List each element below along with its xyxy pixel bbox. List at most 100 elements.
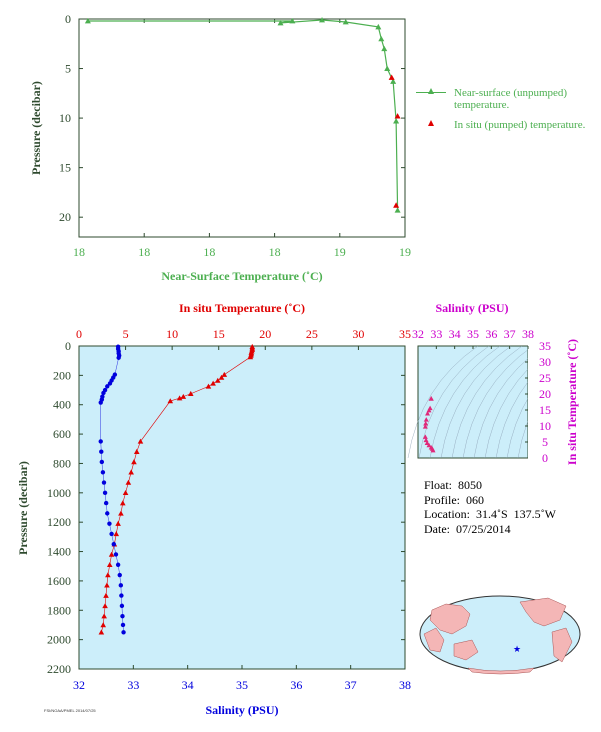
top-chart-legend: Near-surface (unpumped) temperature. In … [416, 87, 601, 139]
ts-salinity-tick-label: 33 [430, 327, 442, 341]
ts-salinity-ticks: 32 33 34 35 36 37 38 [412, 327, 534, 349]
temperature-point [167, 398, 174, 404]
profile-chart-frame [78, 345, 406, 670]
top-chart-series [84, 16, 401, 213]
map-land-australia [453, 639, 479, 661]
salinity-tick-label: 36 [290, 678, 302, 692]
salinity-point [102, 490, 108, 496]
temperature-point [102, 603, 108, 609]
ts-salinity-tick-label: 36 [485, 327, 497, 341]
temperature-tick-label: 35 [399, 327, 411, 341]
ts-temperature-tick-label: 30 [539, 355, 551, 369]
temperature-point [106, 561, 113, 567]
map-land-north-america [519, 597, 567, 627]
near-surface-point [277, 19, 284, 26]
temperature-point [113, 531, 120, 537]
isopycnal-line [451, 345, 523, 459]
ts-salinity-tick-label: 37 [504, 327, 516, 341]
ts-temperature-tick-label: 25 [539, 371, 551, 385]
salinity-point [98, 400, 103, 405]
top-x-tick-label: 18 [203, 245, 215, 259]
salinity-point [109, 531, 114, 537]
top-x-tick-label: 18 [138, 245, 150, 259]
ts-salinity-tick-label: 32 [412, 327, 424, 341]
near-surface-point [375, 23, 382, 30]
near-surface-point [289, 17, 296, 24]
ts-salinity-tick-label: 38 [522, 327, 534, 341]
temperature-point [125, 479, 132, 485]
temperature-point [105, 572, 111, 578]
top-chart-frame [78, 18, 406, 238]
ts-point [425, 411, 431, 416]
ts-points [422, 395, 436, 453]
salinity-point [99, 449, 104, 454]
pressure-tick-label: 1800 [47, 603, 71, 617]
temperature-tick-label: 25 [306, 327, 318, 341]
legend-in-situ-label: In situ (pumped) temperature. [454, 119, 586, 131]
near-surface-temperature-chart: 18 18 18 18 19 19 0 5 10 15 20 Near-Surface Tempe… [29, 12, 411, 283]
temperature-point [221, 371, 228, 377]
salinity-tick-label: 32 [73, 678, 85, 692]
salinity-point [118, 583, 124, 588]
map-land-south-america [551, 627, 573, 663]
top-y-tick-label: 5 [65, 62, 71, 76]
temperature-point [187, 390, 194, 396]
ts-temperature-tick-label: 5 [542, 435, 548, 449]
salinity-point [113, 552, 119, 557]
ts-diagram-frame [417, 345, 529, 459]
salinity-point [101, 390, 106, 396]
salinity-tick-label: 38 [399, 678, 411, 692]
near-surface-point [319, 16, 326, 23]
temperature-point [137, 438, 144, 444]
pressure-tick-label: 1200 [47, 515, 71, 529]
pressure-tick-label: 800 [53, 456, 71, 470]
ts-point [423, 420, 429, 426]
ts-point [422, 424, 428, 429]
temperature-point [218, 374, 225, 380]
salinity-point [105, 384, 110, 389]
pressure-tick-label: 2200 [47, 662, 71, 676]
isopycnal-line [418, 345, 490, 459]
ts-temperature-tick-label: 35 [539, 339, 551, 353]
ts-salinity-tick-label: 34 [449, 327, 461, 341]
temperature-point [103, 592, 109, 598]
temperature-tick-label: 30 [352, 327, 364, 341]
temperature-point [100, 622, 107, 628]
top-y-tick-label: 15 [59, 161, 71, 175]
top-y-tick-label: 10 [59, 111, 71, 125]
top-chart-x-ticks: 18 18 18 18 19 19 [73, 19, 411, 259]
temperature-tick-label: 10 [166, 327, 178, 341]
salinity-point [121, 630, 126, 635]
map-land-antarctica [467, 667, 535, 675]
pressure-tick-label: 600 [53, 427, 71, 441]
float-location-star-icon: ★ [513, 644, 521, 654]
isopycnal-line [407, 345, 479, 459]
salinity-point [101, 480, 107, 485]
profile-chart-series [98, 343, 256, 635]
temperature-point [133, 448, 140, 454]
float-location: Location: 31.4˚S 137.5˚W [424, 507, 556, 521]
temperature-tick-label: 15 [213, 327, 225, 341]
salinity-point [117, 572, 122, 578]
temperature-point [128, 469, 134, 475]
temperature-point [119, 500, 126, 506]
salinity-point [120, 613, 125, 619]
near-surface-point [378, 35, 385, 42]
salinity-point [115, 562, 121, 567]
float-info: Float: 8050 Profile: 060 Location: 31.4˚… [424, 478, 599, 536]
salinity-point [119, 603, 125, 609]
salinity-point [107, 521, 112, 526]
salinity-point [111, 542, 116, 547]
top-x-tick-label: 19 [334, 245, 346, 259]
ts-temperature-tick-label: 10 [539, 419, 551, 433]
near-surface-point [84, 17, 91, 24]
ts-salinity-label: Salinity (PSU) [435, 301, 508, 315]
ts-diagram: 32 33 34 35 36 37 38 0 5 10 15 20 25 30 35 Salinity (… [407, 301, 601, 465]
isopycnal-line [440, 345, 512, 459]
pressure-tick-label: 400 [53, 398, 71, 412]
profile-chart-salinity-label: Salinity (PSU) [205, 703, 278, 717]
ts-point [426, 442, 432, 448]
ts-temperature-tick-label: 20 [539, 387, 551, 401]
temperature-point [104, 582, 110, 588]
